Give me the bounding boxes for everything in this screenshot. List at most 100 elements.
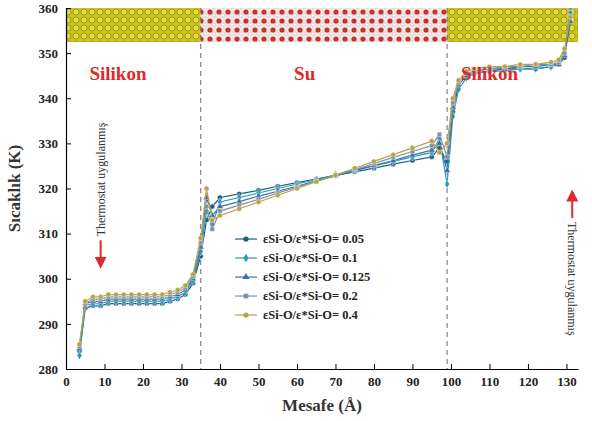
marker [314,175,319,183]
legend-marker [243,312,248,317]
marker [237,206,242,211]
tick-label: 100 [442,374,462,389]
axis-line [67,369,579,370]
tick-label: 290 [39,317,59,332]
thermostat-note: Thermostat uygulanmış [94,122,108,236]
marker [210,218,215,223]
tick: 310 [39,226,72,241]
marker [568,15,573,20]
tick-mark [66,279,71,280]
tick: 360 [39,1,72,16]
marker [152,292,157,297]
tick-label: 280 [39,362,59,377]
legend-label: εSi-O/ε*Si-O= 0.2 [263,289,358,303]
tick-label: 130 [557,374,577,389]
tick-label: 300 [39,271,59,286]
silicon-strip [66,8,201,42]
marker [191,272,196,277]
tick: 10 [98,364,111,389]
tick-mark [374,364,375,369]
marker [445,155,449,159]
tick-label: 120 [519,374,539,389]
marker [437,150,442,155]
marker [210,227,214,231]
marker [294,186,299,191]
legend-entry: εSi-O/ε*Si-O= 0.2 [235,289,358,303]
legend-entry: εSi-O/ε*Si-O= 0.05 [235,232,364,246]
marker [217,203,224,209]
y-axis-title: Sıcaklık (K) [5,145,24,232]
marker [106,292,111,297]
tick-mark [66,98,71,99]
tick-mark [181,364,182,369]
marker [256,189,261,197]
legend-label: εSi-O/ε*Si-O= 0.05 [263,232,364,246]
series [77,8,573,359]
marker [556,58,561,66]
legend-entry: εSi-O/ε*Si-O= 0.4 [235,308,359,322]
region-label: Silikon [89,63,146,84]
tick: 50 [252,364,265,389]
y-axis: 280290300310320330340350360 [39,1,72,377]
tick-label: 60 [291,374,304,389]
tick: 70 [329,364,342,389]
legend-marker [243,236,248,241]
marker [391,152,396,157]
tick: 320 [39,181,72,196]
tick-mark [451,364,452,369]
tick-label: 80 [368,374,381,389]
series-line [79,22,570,349]
marker [568,8,572,10]
marker [175,288,180,293]
tick: 290 [39,317,72,332]
tick: 110 [481,364,500,389]
x-axis-title: Mesafe (Å) [282,396,362,415]
plot-area [66,8,578,369]
marker [351,167,358,173]
marker [562,46,567,51]
tick-label: 70 [329,374,342,389]
legend: εSi-O/ε*Si-O= 0.05 εSi-O/ε*Si-O= 0.1 εSi-O… [235,232,370,322]
marker [217,213,222,218]
marker [167,290,172,295]
thermostat-arrow [100,240,102,266]
marker [218,209,222,213]
marker [137,292,142,297]
marker [332,172,339,178]
tick: 60 [291,364,304,389]
marker [429,139,434,144]
silicon-strip [447,8,578,42]
tick-mark [412,364,413,369]
tick: 340 [39,91,72,106]
tick: 130 [557,364,577,389]
series-line [79,13,570,356]
marker [236,198,243,204]
thermostat-note: Thermostat uygulanmış [565,222,579,336]
tick: 280 [39,362,72,377]
tick: 40 [214,364,227,389]
marker [445,141,450,146]
series [77,8,572,349]
tick-label: 30 [175,374,188,389]
series-line [79,17,570,351]
marker [198,236,203,241]
marker [114,292,119,297]
legend-label: εSi-O/ε*Si-O= 0.4 [263,308,359,322]
tick-mark [335,364,336,369]
tick-mark [143,364,144,369]
tick: 350 [39,46,72,61]
marker [160,292,165,297]
marker [533,62,538,67]
tick: 120 [519,364,539,389]
legend-entry: εSi-O/ε*Si-O= 0.1 [235,251,358,265]
tick-label: 310 [39,226,59,241]
tick-label: 360 [39,1,59,16]
marker [204,186,209,191]
tick-label: 320 [39,181,59,196]
tick-mark [528,364,529,369]
tick-mark [66,8,71,9]
marker [568,15,573,20]
tick-mark [66,369,71,370]
marker [121,292,126,297]
tick: 100 [442,364,462,389]
